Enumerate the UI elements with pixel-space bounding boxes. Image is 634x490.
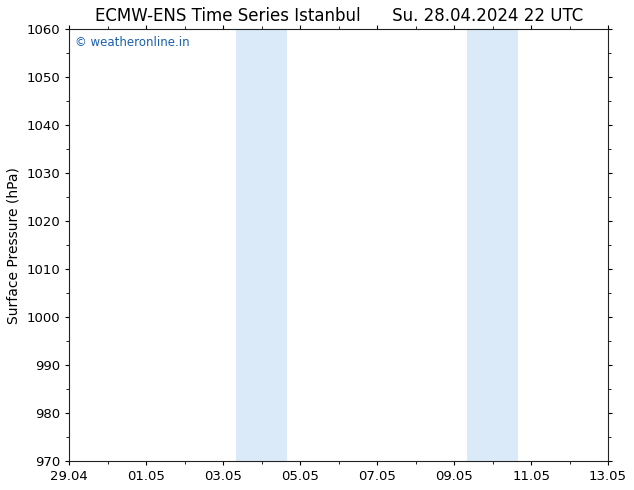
Y-axis label: Surface Pressure (hPa): Surface Pressure (hPa) <box>7 167 21 323</box>
Bar <box>493 29 519 461</box>
Bar <box>236 29 262 461</box>
Bar <box>467 29 493 461</box>
Title: ECMW-ENS Time Series Istanbul      Su. 28.04.2024 22 UTC: ECMW-ENS Time Series Istanbul Su. 28.04.… <box>94 7 583 25</box>
Bar <box>262 29 287 461</box>
Text: © weatheronline.in: © weatheronline.in <box>75 36 190 49</box>
